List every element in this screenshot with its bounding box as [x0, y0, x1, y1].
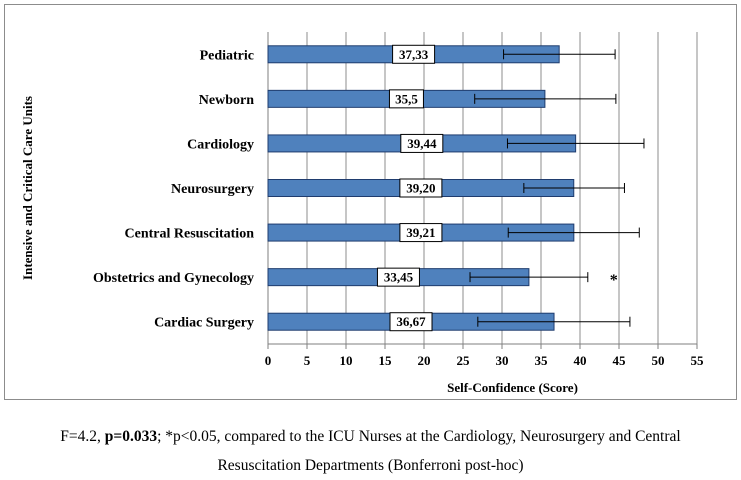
data-label: 35,5 [395, 91, 418, 106]
caption-line-1: F=4.2, p=0.033; *p<0.05, compared to the… [0, 422, 741, 451]
data-label-box [388, 89, 424, 109]
data-label-box [376, 267, 420, 287]
data-label-box [399, 223, 443, 243]
data-label: 33,45 [384, 270, 414, 285]
data-label-box [400, 133, 444, 153]
category-label: Newborn [199, 93, 254, 108]
x-tick-label: 0 [265, 353, 272, 368]
significance-marker: * [610, 272, 618, 289]
data-label: 39,20 [406, 181, 435, 196]
x-tick-label: 35 [535, 353, 549, 368]
category-labels: Pediatric Newborn Cardiology Neurosurgery Ce… [93, 48, 254, 330]
data-labels: 37,33 35,5 39,44 39,20 39,21 33,45 36,67 [376, 44, 444, 332]
x-tick-label: 50 [652, 353, 665, 368]
category-label: Cardiology [187, 137, 254, 152]
x-tick-label: 25 [457, 353, 471, 368]
x-tick-label: 15 [379, 353, 393, 368]
bars [267, 45, 577, 331]
category-label: Pediatric [200, 48, 254, 63]
annotations: * [610, 272, 618, 289]
error-bars [469, 49, 645, 327]
chart-frame: 37,33 35,5 39,44 39,20 39,21 33,45 36,67 Pedia… [4, 4, 737, 400]
x-tick-label: 30 [496, 353, 509, 368]
y-axis-title: Intensive and Critical Care Units [20, 96, 35, 280]
x-tick-labels: 0 5 10 15 20 25 30 35 40 45 50 55 [265, 353, 704, 368]
data-label: 39,21 [406, 225, 435, 240]
caption-note: ; *p<0.05, compared to the ICU Nurses at… [157, 428, 681, 445]
category-label: Central Resuscitation [125, 227, 255, 242]
category-label: Obstetrics and Gynecology [93, 271, 254, 286]
x-tick-label: 55 [691, 353, 705, 368]
data-label: 39,44 [407, 136, 437, 151]
data-label: 37,33 [399, 47, 429, 62]
x-tick-label: 40 [574, 353, 587, 368]
data-label: 36,67 [396, 314, 426, 329]
x-tick-label: 10 [340, 353, 353, 368]
x-tick-label: 45 [613, 353, 627, 368]
data-label-box [392, 44, 436, 64]
figure-caption: F=4.2, p=0.033; *p<0.05, compared to the… [0, 422, 741, 480]
x-axis-title: Self-Confidence (Score) [447, 380, 578, 395]
caption-stats: F=4.2, [60, 428, 105, 445]
data-label-box [389, 312, 433, 332]
bar-chart: 37,33 35,5 39,44 39,20 39,21 33,45 36,67 Pedia… [20, 32, 704, 395]
x-tick-label: 20 [418, 353, 431, 368]
caption-line-2: Resuscitation Departments (Bonferroni po… [217, 457, 524, 474]
category-label: Cardiac Surgery [154, 316, 254, 331]
x-tick-label: 5 [304, 353, 311, 368]
category-label: Neurosurgery [171, 182, 254, 197]
data-label-box [399, 178, 443, 198]
caption-p-value: p=0.033 [104, 428, 158, 445]
